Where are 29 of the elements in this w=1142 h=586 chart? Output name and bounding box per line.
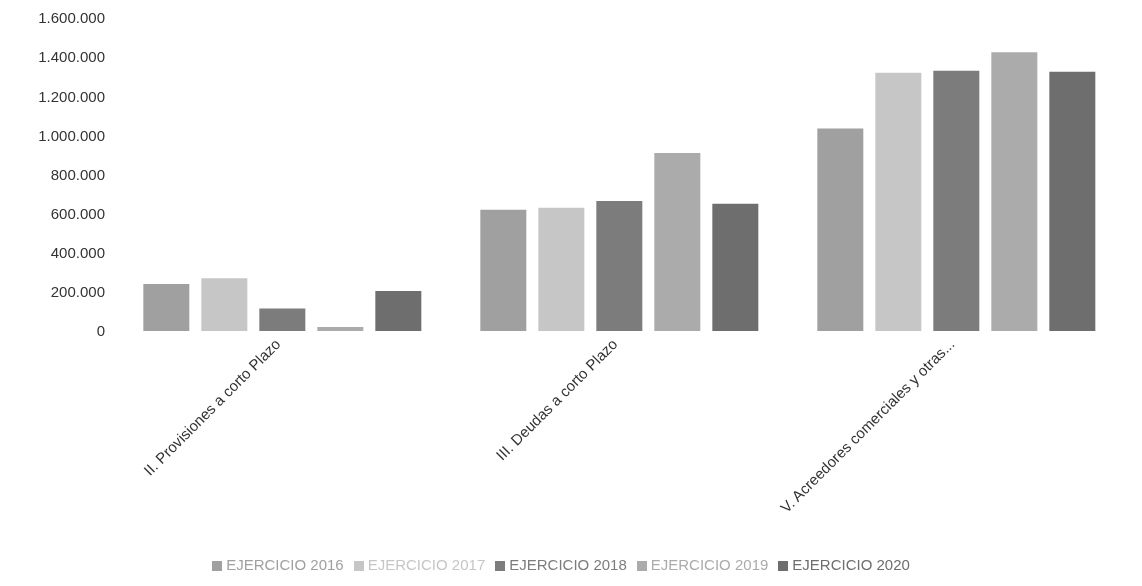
bar	[317, 327, 364, 331]
y-tick-label: 0	[96, 322, 105, 340]
bar	[596, 200, 643, 331]
bar	[201, 278, 248, 331]
legend-label: EJERCICIO 2017	[367, 556, 486, 573]
bar	[259, 308, 306, 331]
y-tick-label: 1.600.000	[38, 9, 105, 27]
legend-label: EJERCICIO 2019	[650, 556, 769, 573]
bar	[143, 284, 190, 331]
y-tick-label: 1.200.000	[38, 87, 105, 105]
bar	[933, 70, 980, 331]
y-tick-label: 800.000	[50, 165, 105, 183]
y-tick-label: 600.000	[50, 204, 105, 222]
bar	[375, 290, 422, 331]
y-tick-label: 1.400.000	[38, 48, 105, 66]
bar	[538, 207, 585, 331]
legend-label: EJERCICIO 2020	[792, 556, 910, 573]
bar	[712, 203, 759, 331]
bar	[875, 72, 922, 331]
bar	[480, 209, 527, 331]
legend-label: EJERCICIO 2016	[226, 556, 344, 573]
bar	[817, 128, 864, 331]
y-tick-label: 1.000.000	[38, 126, 105, 144]
bar	[991, 52, 1038, 331]
bar	[654, 152, 701, 331]
y-tick-label: 200.000	[50, 283, 105, 301]
bar	[1049, 71, 1096, 331]
legend-label: EJERCICIO 2018	[509, 556, 627, 573]
y-tick-label: 400.000	[50, 244, 105, 262]
